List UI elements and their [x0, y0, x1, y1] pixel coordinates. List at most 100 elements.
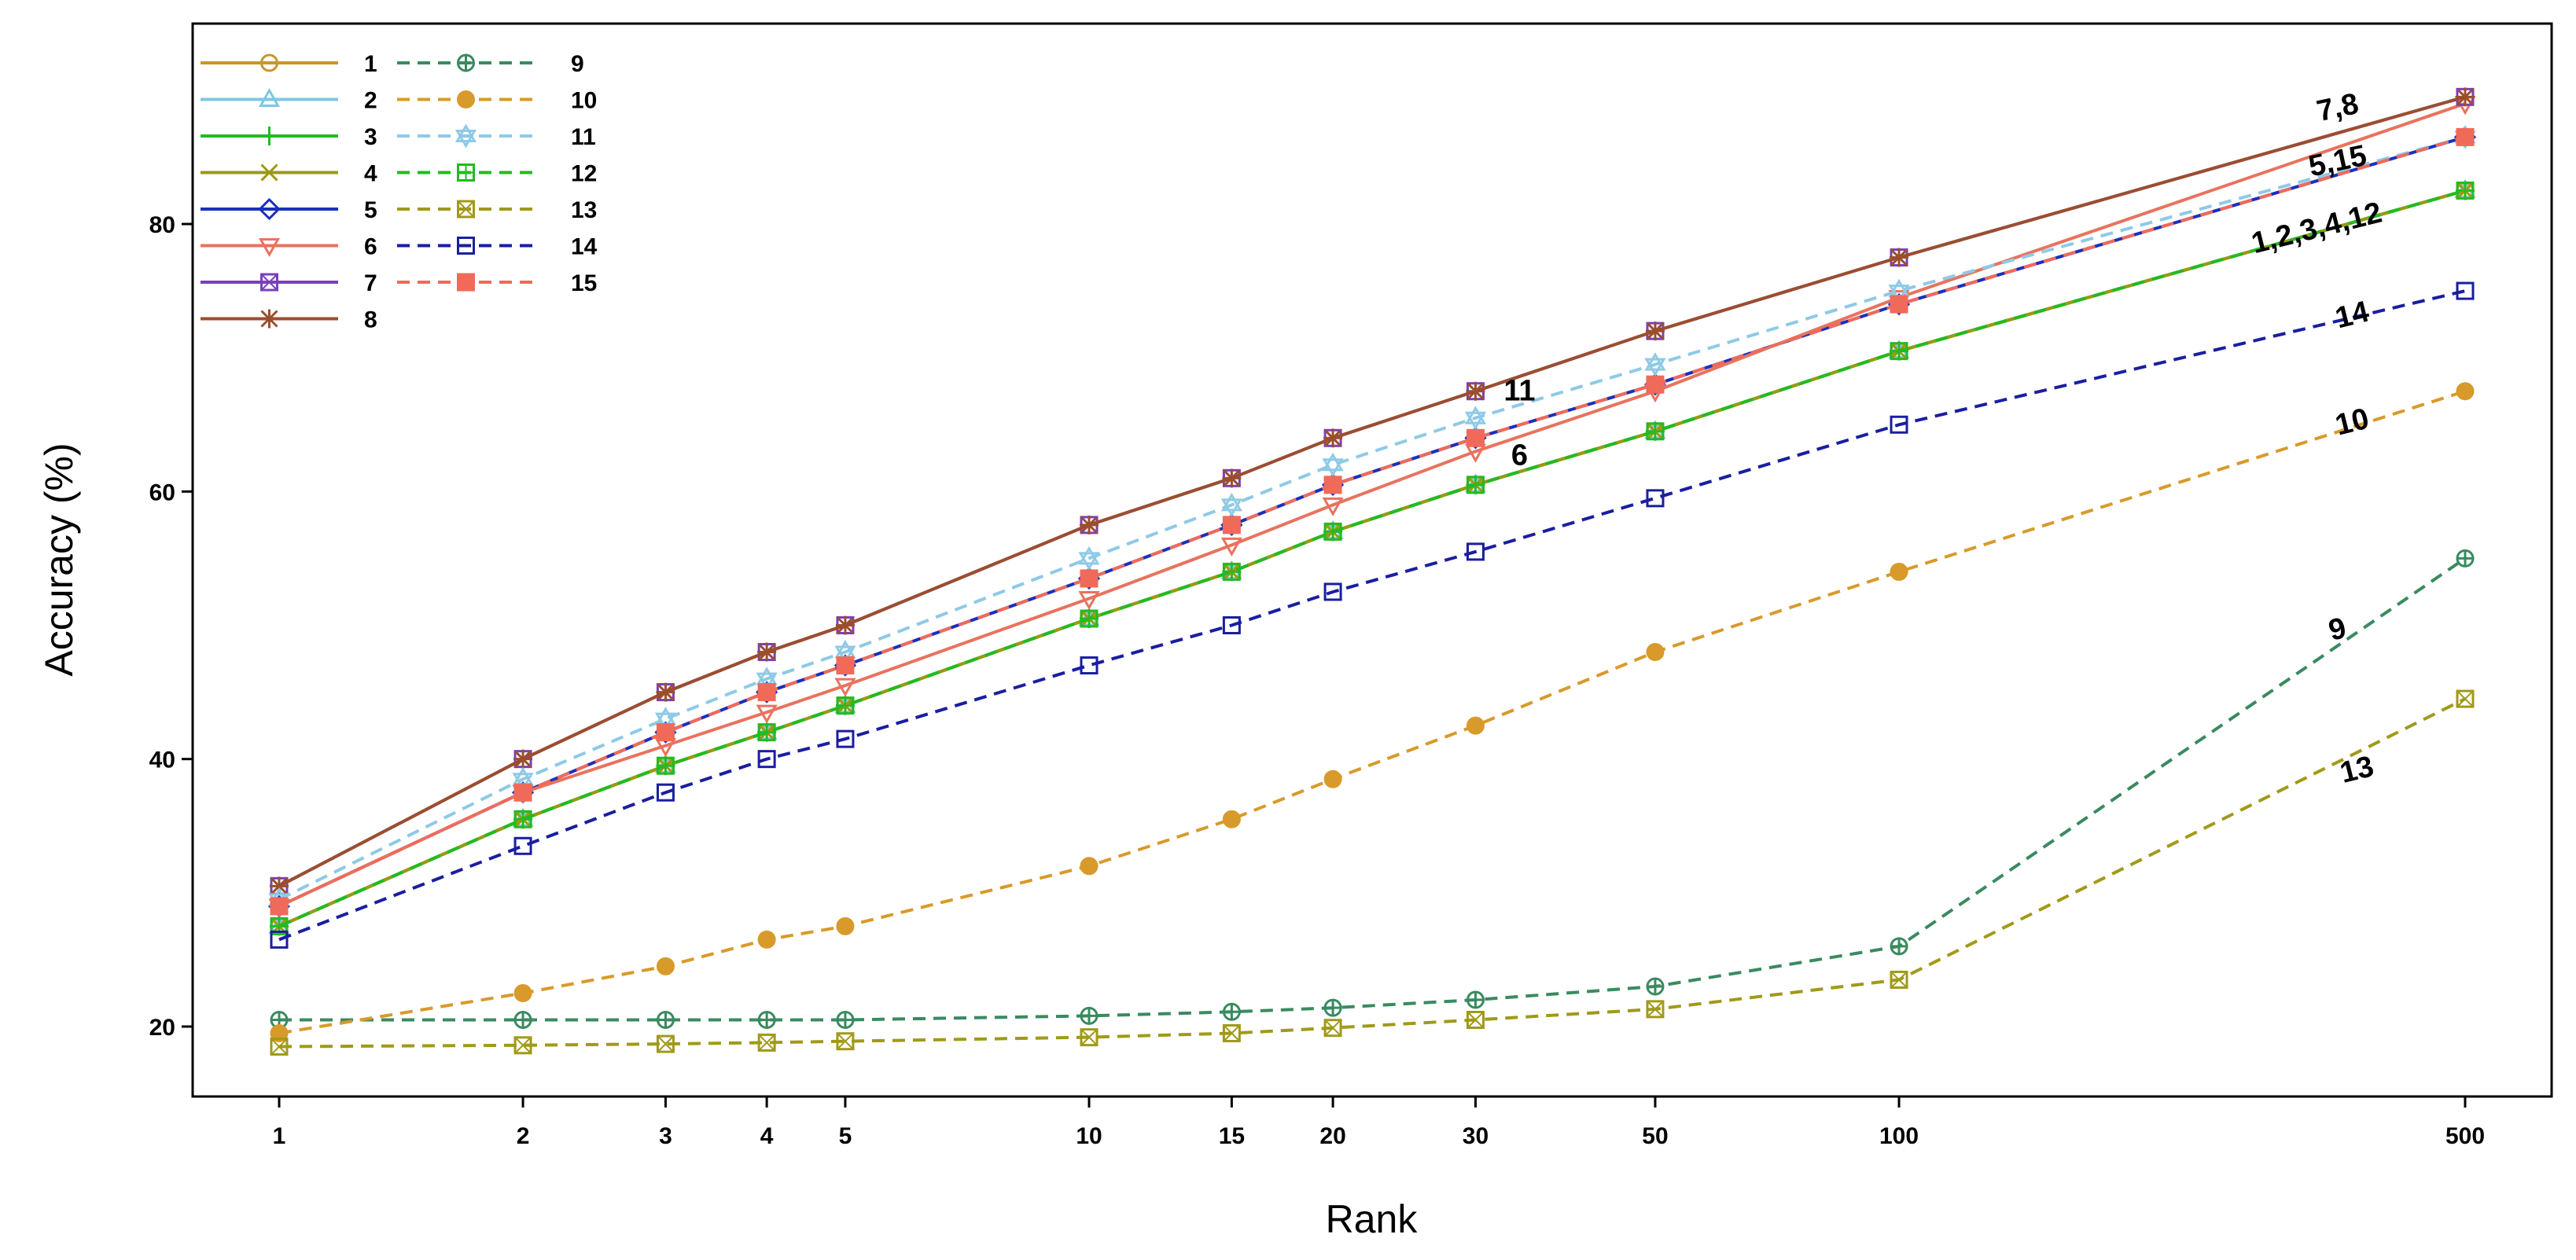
legend-marker [260, 53, 278, 72]
marker-shape [1464, 411, 1487, 431]
series-group [267, 87, 2477, 1056]
legend-marker [457, 200, 475, 219]
data-point [1890, 970, 1908, 989]
marker-shape [1220, 492, 1243, 512]
marker-shape [270, 1024, 289, 1043]
x-tick-label: 3 [659, 1123, 672, 1149]
marker-shape [759, 724, 775, 740]
data-point [1890, 937, 1908, 956]
data-point [656, 957, 675, 975]
series-10 [270, 382, 2475, 1043]
data-point [1464, 406, 1487, 431]
marker-shape [1467, 991, 1484, 1008]
annotation-label: 11 [1503, 375, 1535, 408]
data-point [1646, 643, 1665, 662]
legend-item: 14 [397, 234, 598, 260]
series-12 [270, 181, 2475, 935]
legend-label: 7 [364, 270, 377, 296]
data-point [836, 1010, 855, 1029]
marker-shape [1080, 656, 1098, 675]
marker-shape [1323, 476, 1342, 494]
marker-shape [1890, 562, 1908, 581]
marker-shape [759, 1012, 775, 1028]
marker-shape [1078, 546, 1100, 565]
data-point [1080, 569, 1098, 588]
annotation-label: 10 [2332, 402, 2372, 443]
data-point [1323, 770, 1342, 788]
series-line [278, 101, 2466, 908]
data-point [270, 1038, 289, 1056]
data-point [757, 750, 776, 769]
marker-shape [1466, 1010, 1485, 1029]
marker-shape [837, 697, 853, 714]
data-point [513, 810, 532, 828]
y-axis-title: Accuracy (%) [37, 443, 81, 676]
y-tick-label: 40 [149, 748, 175, 773]
marker-shape [1467, 476, 1484, 493]
marker-shape [1323, 1019, 1342, 1038]
data-point [2456, 281, 2475, 300]
legend-marker [258, 238, 281, 258]
marker-shape [654, 712, 677, 732]
legend-label: 4 [364, 161, 377, 187]
marker-shape [2456, 87, 2475, 107]
marker-shape [2456, 382, 2475, 401]
data-point [1646, 1000, 1665, 1019]
marker-shape [836, 729, 855, 748]
data-point [1222, 1002, 1241, 1021]
marker-shape [837, 1033, 854, 1050]
marker-shape [1080, 1028, 1098, 1046]
data-point [1323, 476, 1342, 494]
marker-shape [457, 200, 475, 218]
marker-shape [656, 723, 675, 742]
data-point [1078, 546, 1100, 571]
data-point [1080, 656, 1098, 675]
marker-shape [513, 749, 533, 769]
legend-label: 3 [364, 124, 377, 150]
legend-label: 1 [364, 51, 377, 77]
marker-shape [513, 983, 532, 1002]
data-point [513, 983, 532, 1002]
marker-shape [1081, 1008, 1098, 1024]
data-point [656, 1034, 675, 1053]
x-tick-label: 4 [760, 1123, 774, 1149]
data-point [1323, 582, 1342, 601]
data-point [757, 1010, 776, 1029]
data-point [656, 723, 675, 742]
marker-shape [1888, 285, 1910, 303]
marker-shape [2456, 127, 2475, 146]
marker-shape [1078, 552, 1100, 571]
marker-shape [1464, 406, 1487, 424]
marker-shape [259, 309, 279, 329]
marker-shape [1080, 1028, 1098, 1047]
marker-shape [1224, 564, 1240, 580]
marker-shape [834, 645, 856, 665]
data-point [1222, 1024, 1241, 1043]
marker-shape [1890, 970, 1908, 989]
data-point [1466, 542, 1485, 561]
marker-shape [1324, 1019, 1341, 1037]
data-point [1466, 990, 1485, 1009]
data-point [757, 683, 776, 702]
marker-shape [1646, 643, 1665, 662]
legend-label: 15 [571, 270, 597, 296]
series-line [279, 557, 2467, 1022]
data-point [1080, 1006, 1098, 1025]
marker-shape [270, 1038, 288, 1056]
marker-shape [457, 90, 475, 108]
legend-item: 1 [201, 51, 377, 77]
marker-shape [1322, 452, 1344, 472]
data-point [757, 723, 776, 742]
marker-shape [757, 683, 776, 702]
series-line [278, 95, 2466, 888]
marker-shape [1646, 489, 1665, 508]
legend-label: 14 [571, 234, 598, 260]
data-point [1890, 562, 1908, 581]
marker-shape [454, 130, 477, 149]
marker-shape [1080, 569, 1098, 588]
data-point [1222, 516, 1241, 534]
marker-shape [657, 1012, 674, 1028]
x-tick-label: 10 [1076, 1123, 1102, 1149]
